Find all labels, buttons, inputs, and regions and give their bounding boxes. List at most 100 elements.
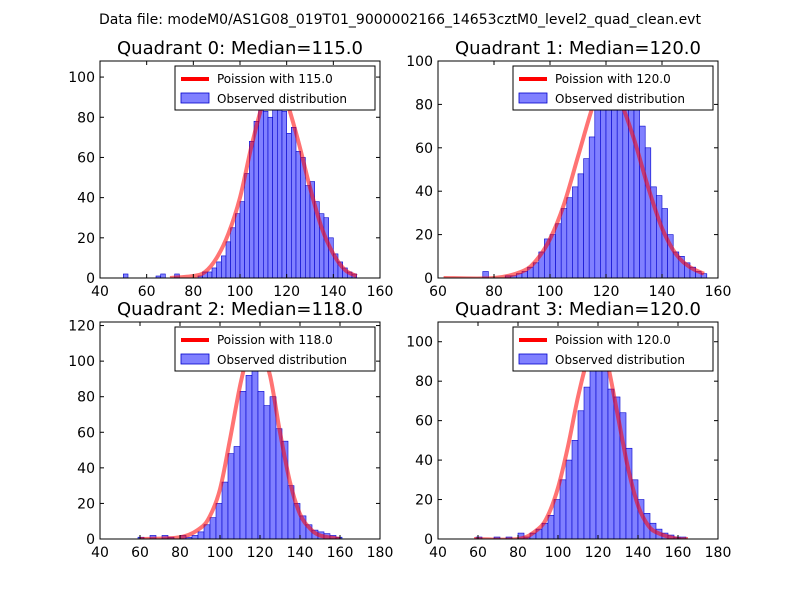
subplot-quadrant-1: 60 80 100 120 140 160 0 20 40 60 80 100 Quadrant 1: … (406, 38, 731, 300)
subplot-title: Quadrant 3: Median=120.0 (455, 299, 701, 320)
figure-title: Data file: modeM0/AS1G08_019T01_90000021… (99, 12, 701, 28)
y-tick-label: 40 (77, 191, 95, 207)
hist-bar (267, 116, 273, 279)
hist-bar (571, 440, 579, 540)
histogram-bars (123, 86, 357, 279)
x-tick-label: 100 (537, 284, 564, 300)
x-tick-label: 160 (327, 545, 354, 561)
x-tick-label: 60 (138, 284, 156, 300)
legend-observed-label: Observed distribution (217, 92, 347, 106)
x-tick-label: 120 (247, 545, 274, 561)
legend: Poission with 120.0 Observed distribution (512, 65, 714, 111)
legend-poisson-label: Poission with 120.0 (555, 72, 671, 86)
x-tick-label: 40 (91, 284, 109, 300)
hist-bar (245, 375, 253, 540)
x-tick-label: 140 (649, 284, 676, 300)
legend: Poission with 115.0 Observed distribution (174, 65, 376, 111)
hist-bar (661, 208, 668, 279)
legend-observed-swatch (180, 92, 210, 104)
hist-bar (123, 273, 129, 279)
hist-bar (211, 267, 217, 279)
hist-bar (555, 223, 562, 279)
y-axis-ticks: 0 20 40 60 80 100 120 (68, 319, 380, 548)
hist-bar (227, 453, 235, 540)
hist-bar (263, 110, 269, 279)
y-tick-label: 60 (77, 425, 95, 441)
x-tick-label: 120 (585, 545, 612, 561)
hist-bar (258, 102, 264, 279)
x-tick-label: 80 (184, 284, 202, 300)
hist-bar (594, 95, 601, 279)
y-tick-label: 20 (77, 496, 95, 512)
legend-observed-swatch (518, 92, 548, 104)
legend: Poission with 120.0 Observed distribution (512, 326, 714, 372)
hist-bar (221, 255, 227, 279)
x-tick-label: 120 (273, 284, 300, 300)
hist-bar (605, 82, 612, 279)
hist-bar (644, 147, 652, 279)
hist-bar (300, 157, 306, 279)
y-tick-label: 80 (415, 374, 433, 390)
legend-observed-swatch (518, 353, 548, 365)
x-tick-label: 100 (207, 545, 234, 561)
legend-observed-label: Observed distribution (217, 353, 347, 367)
x-tick-label: 100 (545, 545, 572, 561)
hist-bar (572, 186, 579, 279)
x-tick-label: 40 (91, 545, 109, 561)
hist-bar (583, 158, 590, 279)
x-axis-ticks: 60 80 100 120 140 160 (429, 61, 731, 300)
legend-poisson-label: Poission with 120.0 (555, 333, 671, 347)
hist-bar (633, 104, 640, 279)
hist-bar (595, 369, 603, 540)
x-tick-label: 60 (131, 545, 149, 561)
y-tick-label: 0 (424, 271, 433, 287)
hist-bar (207, 271, 213, 279)
hist-bar (611, 104, 618, 279)
hist-bar (601, 357, 609, 540)
hist-bar (588, 136, 596, 279)
hist-bar (239, 391, 247, 540)
y-axis-ticks: 0 20 40 60 80 100 (406, 335, 718, 548)
hist-bar (566, 197, 573, 279)
hist-bar (197, 531, 205, 540)
legend-observed-label: Observed distribution (555, 353, 685, 367)
y-tick-label: 20 (415, 228, 433, 244)
x-tick-label: 80 (171, 545, 189, 561)
y-tick-label: 100 (68, 354, 95, 370)
hist-bar (269, 396, 277, 540)
hist-bar (215, 503, 223, 540)
legend-observed-label: Observed distribution (555, 92, 685, 106)
y-tick-label: 0 (424, 532, 433, 548)
hist-bar (253, 120, 259, 279)
hist-bar (235, 213, 241, 279)
y-tick-label: 20 (415, 493, 433, 509)
hist-bar (191, 535, 199, 540)
hist-bar (577, 410, 585, 540)
y-tick-label: 0 (86, 532, 95, 548)
x-tick-label: 60 (469, 545, 487, 561)
hist-bar (547, 515, 555, 540)
hist-bar (616, 93, 624, 279)
axes-frame (99, 321, 381, 540)
x-tick-label: 80 (509, 545, 527, 561)
y-tick-label: 80 (77, 110, 95, 126)
hist-bar (257, 391, 265, 540)
hist-bar (249, 141, 255, 279)
x-tick-label: 160 (367, 284, 394, 300)
x-tick-label: 40 (429, 545, 447, 561)
subplot-title: Quadrant 1: Median=120.0 (455, 38, 701, 59)
x-tick-label: 140 (320, 284, 347, 300)
hist-bar (160, 273, 166, 279)
subplot-quadrant-3: 40 60 80 100 120 140 160 180 0 20 40 60 80 100 Quadran… (406, 299, 731, 561)
hist-bar (233, 446, 241, 540)
legend-observed-swatch (180, 353, 210, 365)
x-axis-ticks: 40 60 80 100 120 140 160 180 (91, 322, 393, 561)
x-tick-label: 140 (287, 545, 314, 561)
y-tick-label: 0 (86, 271, 95, 287)
y-tick-label: 80 (415, 97, 433, 113)
hist-bar (622, 104, 629, 279)
axes-frame (437, 60, 719, 279)
hist-bar (286, 133, 292, 279)
hist-bar (553, 499, 561, 540)
histogram-bars (137, 337, 343, 540)
